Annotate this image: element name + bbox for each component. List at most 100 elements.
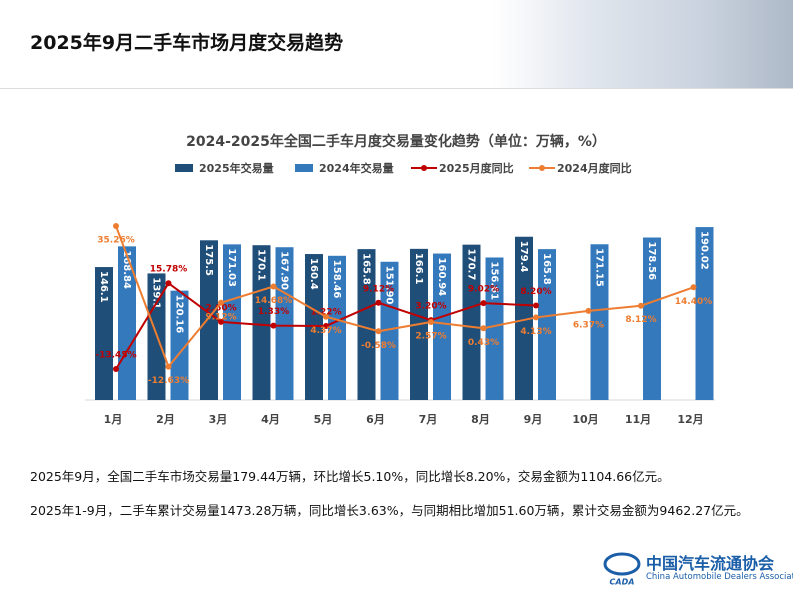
- line: [115, 225, 694, 369]
- x-tick-label: 8月: [471, 413, 490, 426]
- bar: [357, 249, 376, 400]
- bar-label: 165.8: [361, 253, 372, 285]
- logo-mark: CADA: [610, 578, 635, 587]
- slide-title: 2025年9月二手车市场月度交易趋势: [30, 32, 344, 54]
- bar-label: 160.4: [308, 258, 319, 290]
- bar: [200, 240, 218, 400]
- bar: [170, 290, 189, 400]
- line-point: [165, 280, 172, 287]
- line-label: -0.58%: [361, 341, 396, 351]
- bar-label: 166.1: [413, 253, 424, 285]
- line-label: 14.40%: [675, 297, 713, 307]
- bar: [695, 227, 714, 400]
- line-label: 15.78%: [150, 265, 188, 275]
- bar: [538, 249, 556, 400]
- legend-swatch: [295, 164, 313, 172]
- x-tick-label: 7月: [419, 413, 438, 426]
- line-label: 8.12%: [625, 315, 656, 325]
- line-point: [533, 302, 539, 309]
- x-tick-label: 10月: [572, 413, 598, 426]
- bar: [252, 245, 271, 400]
- x-tick-label: 6月: [366, 413, 385, 426]
- logo-shape: [603, 552, 641, 576]
- chart-title: 2024-2025年全国二手车月度交易量变化趋势（单位：万辆，%）: [186, 133, 606, 150]
- bar-label: 171.03: [226, 248, 237, 287]
- line-point: [480, 325, 487, 332]
- line-label: 9.02%: [468, 285, 499, 295]
- logo: CADA 中国汽车流通协会 China Automobile Dealers A…: [600, 548, 793, 588]
- bar-label: 165.8: [541, 253, 552, 285]
- x-tick-label: 4月: [261, 413, 280, 426]
- line-point: [218, 318, 224, 325]
- bar: [328, 255, 346, 400]
- header: 2025年9月二手车市场月度交易趋势: [0, 0, 793, 89]
- bar: [305, 254, 323, 400]
- x-tick-label: 9月: [524, 413, 543, 426]
- line-point: [218, 299, 224, 306]
- line-point: [690, 284, 697, 291]
- logo-name: 中国汽车流通协会: [646, 554, 775, 573]
- line-point: [270, 322, 277, 329]
- bar: [380, 261, 399, 400]
- line-point: [375, 328, 382, 335]
- note: 2025年1-9月，二手车累计交易量1473.28万辆，同比增长3.63%，与同…: [30, 503, 749, 518]
- line-label: 2.57%: [415, 332, 446, 342]
- bar-label: 170.7: [466, 249, 477, 281]
- line-point: [323, 313, 329, 320]
- bar-label: 156.61: [489, 261, 500, 300]
- line-label: -13.45%: [95, 351, 136, 361]
- line-point: [375, 299, 382, 306]
- header-image: [493, 0, 793, 88]
- line-label: 4.37%: [310, 326, 341, 336]
- bar: [643, 237, 661, 400]
- bar-label: 168.84: [121, 250, 132, 289]
- line-label: 14.68%: [255, 296, 293, 306]
- logo-english: China Automobile Dealers Association: [646, 572, 793, 582]
- line-point: [113, 366, 119, 373]
- line-label: 6.37%: [573, 320, 604, 330]
- line-point: [638, 302, 644, 309]
- line-point: [585, 307, 592, 314]
- bar: [485, 257, 504, 400]
- line-label: 8.20%: [520, 287, 551, 297]
- x-tick-label: 2月: [156, 413, 175, 426]
- line-point: [533, 314, 539, 321]
- line-point: [270, 283, 277, 290]
- bar-label: 171.15: [594, 248, 605, 287]
- legend-label: 2024月度同比: [557, 161, 632, 175]
- bar: [275, 247, 294, 400]
- bar-label: 179.4: [518, 241, 529, 273]
- logo-icon: CADA: [603, 552, 641, 587]
- line-point: [428, 319, 434, 326]
- x-tick-label: 3月: [209, 413, 228, 426]
- x-tick-label: 12月: [677, 413, 703, 426]
- bar-label: 120.16: [174, 295, 185, 334]
- note: 2025年9月，全国二手车市场交易量179.44万辆，环比增长5.10%，同比增…: [30, 469, 670, 484]
- bar-label: 139.1: [151, 277, 162, 309]
- bar-label: 146.1: [98, 271, 109, 303]
- bar-label: 158.46: [331, 260, 342, 299]
- bar: [462, 244, 481, 400]
- line-point: [323, 322, 329, 329]
- x-tick-label: 5月: [314, 413, 333, 426]
- line-label: 9.12%: [363, 284, 394, 294]
- bar-label: 167.90: [279, 251, 290, 290]
- bar-label: 151.90: [384, 266, 395, 305]
- x-tick-label: 1月: [104, 413, 123, 426]
- legend-label: 2025月度同比: [439, 161, 514, 175]
- line-label: -12.63%: [148, 376, 189, 386]
- bar-label: 175.5: [203, 244, 214, 276]
- legend-label: 2025年交易量: [199, 161, 274, 175]
- bar-label: 178.56: [646, 242, 657, 281]
- line-label: 4.13%: [520, 327, 551, 337]
- legend-swatch: [175, 164, 193, 172]
- line-label: 35.26%: [97, 236, 135, 246]
- chart: 2024-2025年全国二手车月度交易量变化趋势（单位：万辆，%） 1月 2月 3月…: [85, 133, 715, 426]
- bar-label: 190.02: [699, 231, 710, 270]
- bar-label: 170.1: [256, 249, 267, 281]
- bar: [118, 246, 136, 400]
- line-label: 3.20%: [415, 302, 446, 312]
- bar: [515, 236, 533, 400]
- line-label: 0.43%: [468, 338, 499, 348]
